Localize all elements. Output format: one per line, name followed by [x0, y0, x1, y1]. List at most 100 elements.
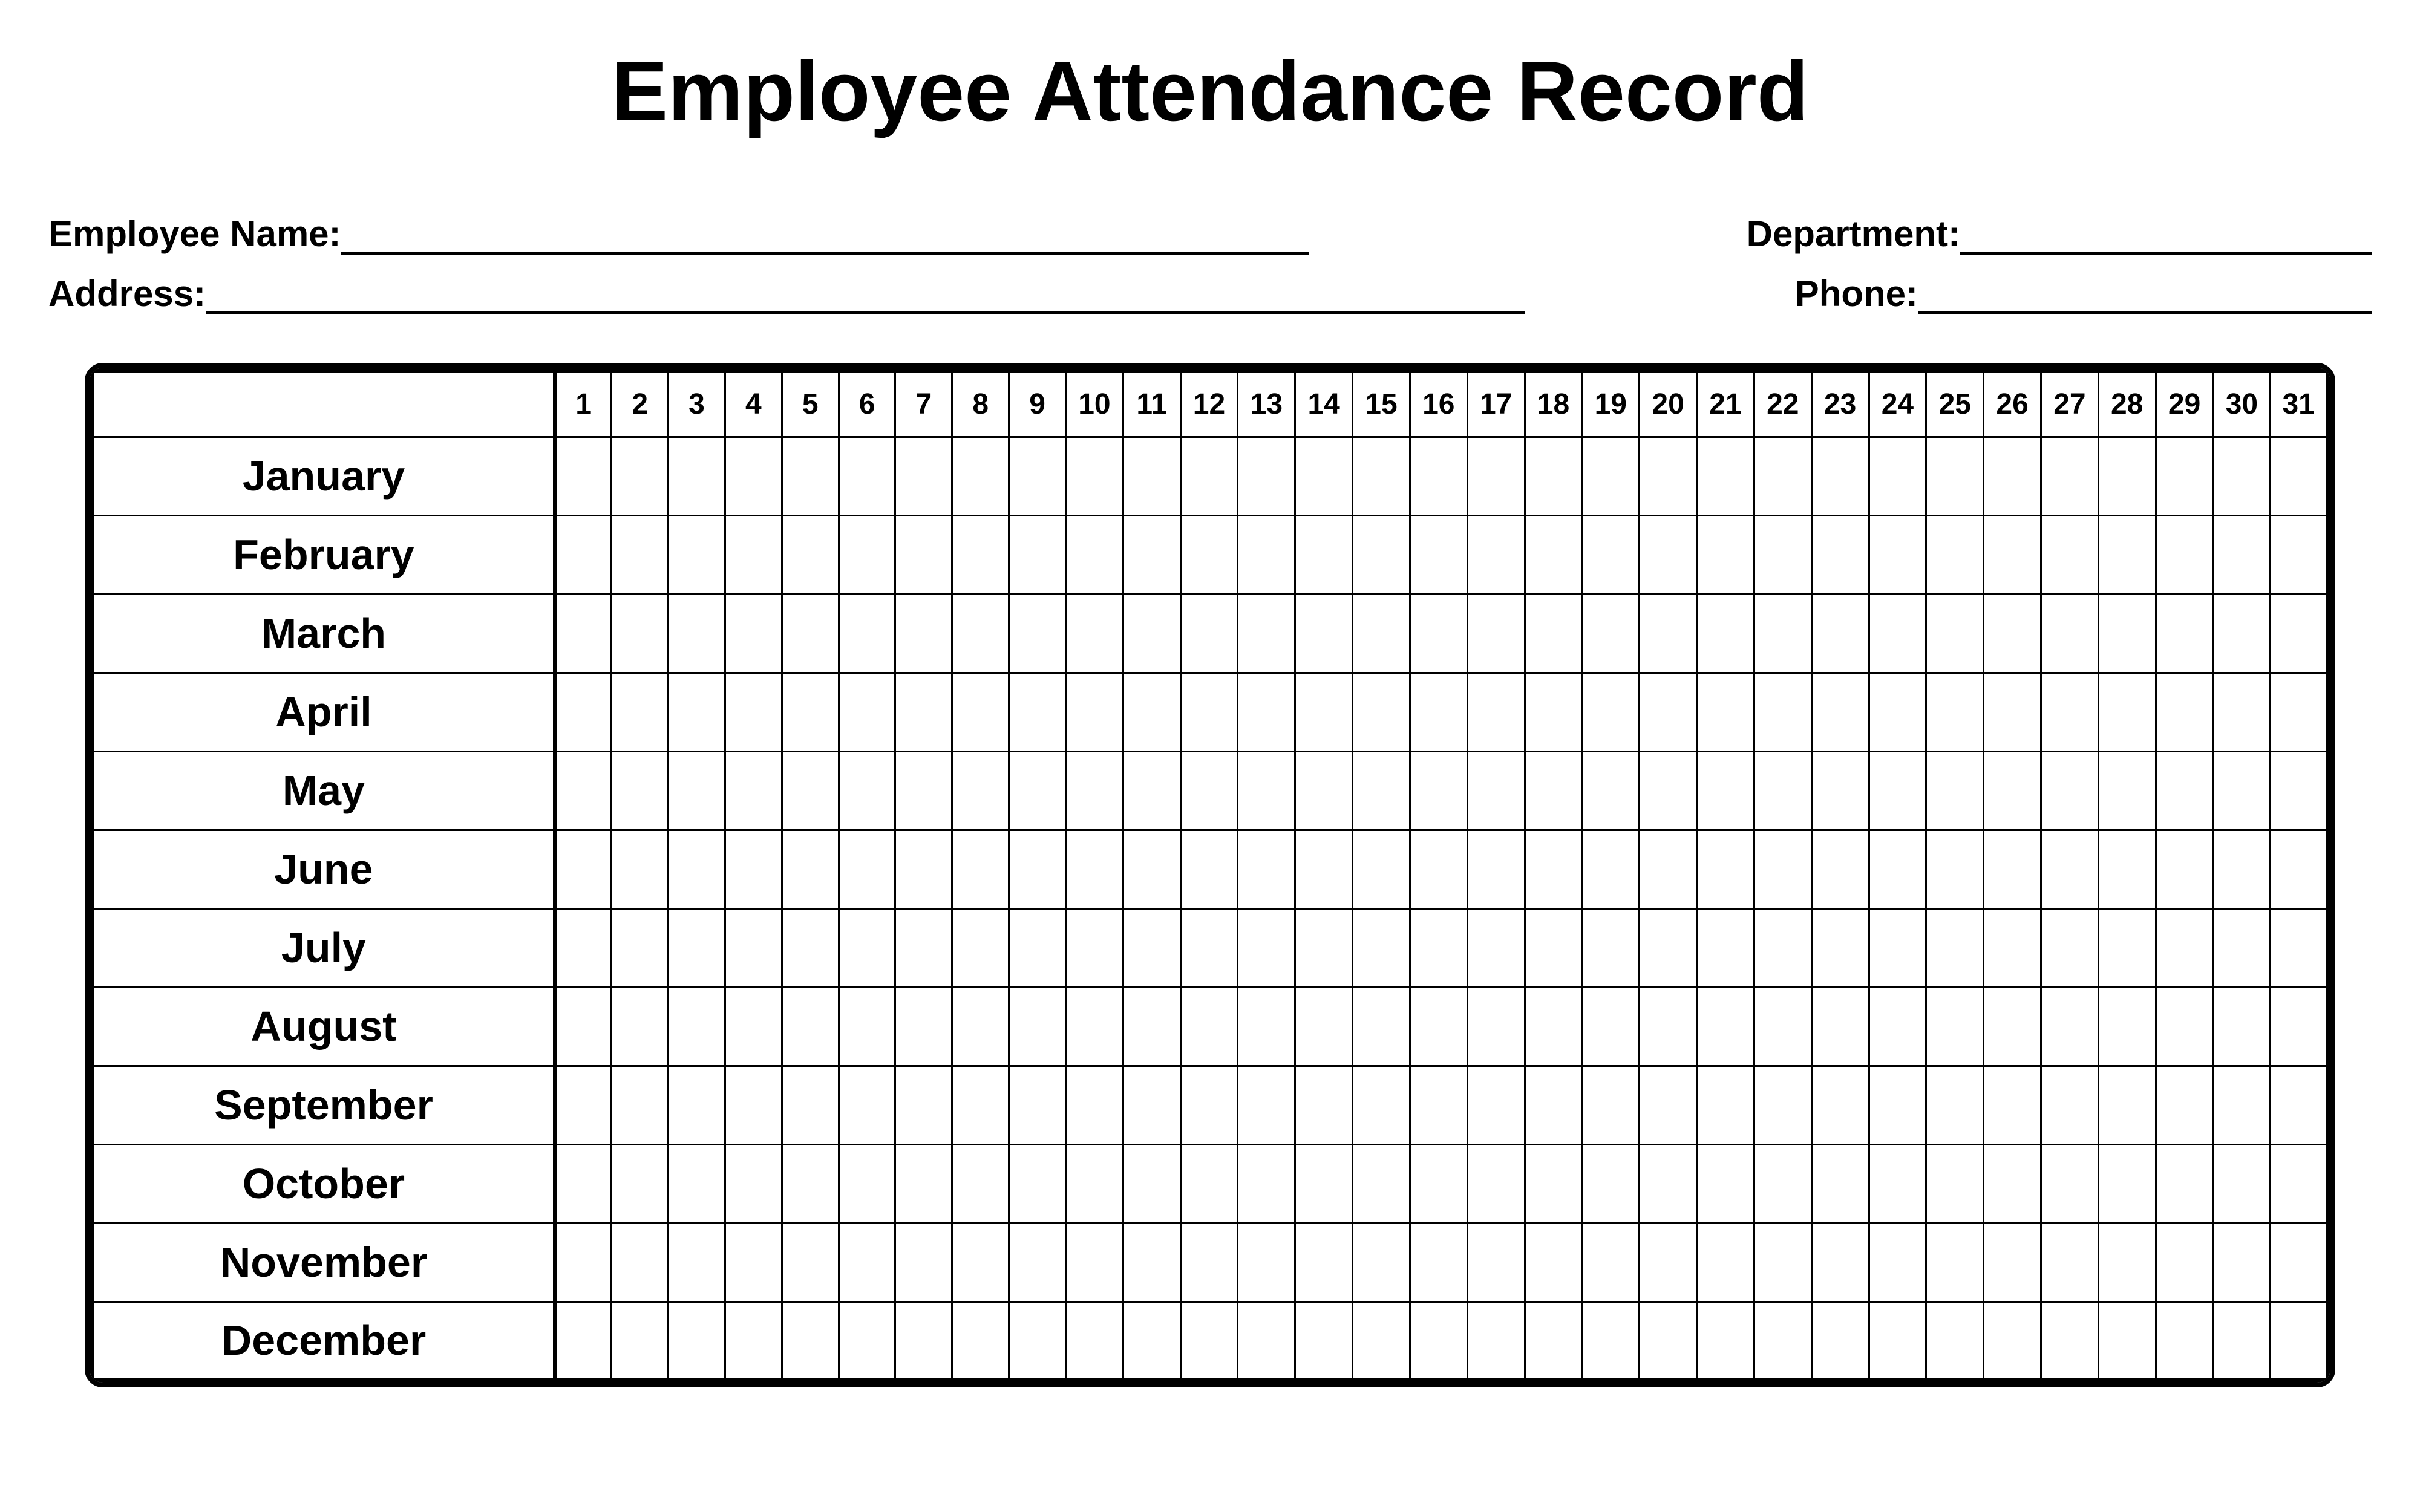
attendance-cell — [1869, 1144, 1926, 1223]
attendance-cell — [1525, 987, 1582, 1066]
table-row: February — [92, 515, 2328, 594]
attendance-cell — [1180, 1302, 1238, 1380]
attendance-cell — [1066, 751, 1123, 830]
attendance-cell — [1984, 1144, 2041, 1223]
attendance-cell — [1009, 1302, 1066, 1380]
attendance-cell — [612, 1302, 669, 1380]
attendance-cell — [669, 830, 725, 908]
attendance-cell — [1869, 594, 1926, 673]
attendance-cell — [2213, 673, 2271, 751]
attendance-cell — [1238, 515, 1295, 594]
attendance-cell — [612, 1144, 669, 1223]
attendance-cell — [2041, 673, 2099, 751]
attendance-cell — [1926, 908, 1984, 987]
attendance-cell — [1754, 751, 1811, 830]
attendance-cell — [2041, 908, 2099, 987]
attendance-cell — [1754, 1223, 1811, 1302]
attendance-cell — [1066, 673, 1123, 751]
attendance-cell — [612, 908, 669, 987]
attendance-cell — [1926, 1066, 1984, 1144]
day-header-6: 6 — [839, 370, 895, 437]
attendance-cell — [1410, 1144, 1467, 1223]
attendance-cell — [1754, 1144, 1811, 1223]
attendance-cell — [1238, 908, 1295, 987]
attendance-cell — [2098, 515, 2156, 594]
attendance-cell — [1180, 594, 1238, 673]
attendance-cell — [1238, 1302, 1295, 1380]
attendance-cell — [555, 673, 612, 751]
attendance-cell — [1697, 673, 1754, 751]
attendance-cell — [1410, 1302, 1467, 1380]
attendance-cell — [1353, 437, 1410, 515]
employee-name-line — [341, 224, 1309, 255]
attendance-cell — [1123, 437, 1180, 515]
attendance-cell — [725, 1223, 782, 1302]
attendance-cell — [2271, 987, 2328, 1066]
day-header-18: 18 — [1525, 370, 1582, 437]
attendance-cell — [2271, 437, 2328, 515]
day-header-15: 15 — [1353, 370, 1410, 437]
table-row: June — [92, 830, 2328, 908]
attendance-cell — [1467, 437, 1525, 515]
attendance-cell — [1467, 673, 1525, 751]
attendance-cell — [1295, 830, 1353, 908]
attendance-cell — [1582, 673, 1640, 751]
attendance-cell — [1640, 594, 1697, 673]
attendance-cell — [2041, 987, 2099, 1066]
attendance-cell — [1009, 751, 1066, 830]
day-header-19: 19 — [1582, 370, 1640, 437]
day-header-9: 9 — [1009, 370, 1066, 437]
attendance-cell — [555, 751, 612, 830]
attendance-cell — [1353, 1144, 1410, 1223]
attendance-cell — [669, 437, 725, 515]
attendance-cell — [725, 1302, 782, 1380]
attendance-cell — [2041, 515, 2099, 594]
attendance-cell — [1410, 751, 1467, 830]
attendance-cell — [2213, 437, 2271, 515]
phone-field: Phone: — [1795, 273, 2372, 314]
attendance-cell — [1467, 1302, 1525, 1380]
attendance-cell — [2213, 594, 2271, 673]
attendance-cell — [1811, 1144, 1869, 1223]
attendance-cell — [1869, 437, 1926, 515]
attendance-cell — [1066, 1302, 1123, 1380]
attendance-cell — [1295, 437, 1353, 515]
attendance-cell — [2098, 908, 2156, 987]
attendance-cell — [1811, 673, 1869, 751]
attendance-cell — [1582, 594, 1640, 673]
attendance-cell — [2041, 594, 2099, 673]
attendance-tbody: JanuaryFebruaryMarchAprilMayJuneJulyAugu… — [92, 437, 2328, 1380]
attendance-cell — [952, 594, 1009, 673]
attendance-cell — [612, 830, 669, 908]
attendance-cell — [1926, 515, 1984, 594]
attendance-cell — [1009, 987, 1066, 1066]
attendance-cell — [1926, 751, 1984, 830]
attendance-cell — [1984, 751, 2041, 830]
attendance-cell — [1640, 830, 1697, 908]
table-row: November — [92, 1223, 2328, 1302]
day-header-1: 1 — [555, 370, 612, 437]
attendance-cell — [1410, 437, 1467, 515]
attendance-cell — [612, 515, 669, 594]
attendance-cell — [1926, 1302, 1984, 1380]
attendance-cell — [1180, 1223, 1238, 1302]
attendance-cell — [1582, 515, 1640, 594]
attendance-cell — [1180, 908, 1238, 987]
table-row: December — [92, 1302, 2328, 1380]
attendance-cell — [1410, 1223, 1467, 1302]
attendance-cell — [669, 673, 725, 751]
attendance-cell — [669, 1144, 725, 1223]
day-header-2: 2 — [612, 370, 669, 437]
department-field: Department: — [1747, 213, 2372, 255]
attendance-cell — [725, 830, 782, 908]
attendance-table-wrapper: 1234567891011121314151617181920212223242… — [85, 363, 2335, 1387]
attendance-cell — [1582, 830, 1640, 908]
attendance-cell — [782, 987, 839, 1066]
attendance-cell — [1811, 515, 1869, 594]
attendance-cell — [1984, 987, 2041, 1066]
attendance-cell — [1180, 1144, 1238, 1223]
attendance-cell — [952, 1066, 1009, 1144]
attendance-cell — [1754, 515, 1811, 594]
attendance-cell — [1754, 830, 1811, 908]
attendance-cell — [612, 673, 669, 751]
